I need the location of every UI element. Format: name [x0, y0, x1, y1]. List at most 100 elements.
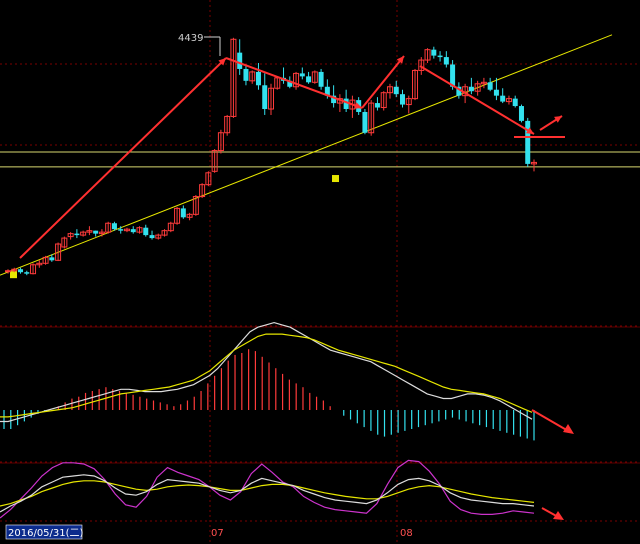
candle-body — [243, 68, 249, 81]
candle-body — [93, 230, 99, 234]
month-label-07: 07 — [211, 528, 224, 539]
candle-body — [5, 270, 11, 273]
candle-body — [186, 213, 193, 218]
candle-body — [293, 72, 300, 88]
candle-body — [86, 230, 93, 233]
candle-body — [36, 262, 43, 266]
candle-body — [49, 257, 55, 261]
candle-body — [24, 272, 30, 274]
candle-body — [211, 150, 218, 172]
candle-body — [237, 52, 243, 69]
trend-anchor-marker — [10, 271, 17, 279]
kdj-arrow-head — [553, 511, 564, 520]
high-annotation: 4439 — [178, 33, 203, 44]
macd-arrow-head — [563, 424, 574, 434]
kdj-j-line — [0, 459, 535, 519]
candle-body — [255, 71, 261, 86]
candle-body — [505, 98, 512, 103]
candle-body — [11, 268, 18, 272]
candle-body — [205, 172, 212, 186]
macd-panel — [0, 321, 574, 441]
candle-body — [224, 115, 231, 134]
candle-body — [80, 231, 87, 236]
candle-body — [155, 234, 162, 239]
candle-body — [180, 208, 186, 218]
kdj-panel — [0, 459, 564, 520]
date-label: 2016/05/31(二) — [8, 528, 84, 539]
macd-dif-line — [0, 321, 533, 423]
arrow-up-2 — [361, 55, 405, 109]
trend-line — [0, 34, 613, 276]
candle-body — [468, 86, 474, 92]
candle-body — [443, 57, 449, 65]
candle-body — [386, 86, 393, 94]
candle-body — [105, 222, 112, 233]
candle-body — [500, 95, 506, 102]
candle-body — [306, 76, 312, 83]
candle-body — [318, 71, 324, 87]
macd-arrow — [531, 409, 571, 433]
candle-body — [400, 94, 405, 105]
candle-body — [118, 229, 124, 231]
arrow-down-2 — [419, 65, 535, 135]
candle-body — [518, 106, 524, 121]
candle-body — [287, 80, 293, 87]
arrow-down-1-head — [354, 102, 362, 109]
arrow-rebound-head — [554, 116, 562, 123]
candle-body — [30, 264, 37, 275]
trend-anchor-marker — [332, 175, 339, 183]
candle-body — [268, 87, 274, 110]
candle-body — [249, 71, 256, 82]
candle-body — [380, 92, 387, 109]
arrow-down-2-head — [526, 127, 534, 134]
candle-body — [167, 222, 174, 232]
date-label-box — [5, 524, 83, 540]
bottom-axis: 2016/05/31(二) 07 08 — [5, 524, 413, 540]
candle-body — [431, 49, 437, 56]
candle-body — [480, 81, 487, 85]
candle-body — [161, 230, 168, 236]
candle-body — [136, 227, 143, 233]
candle-body — [412, 69, 419, 100]
candle-body — [374, 103, 380, 108]
candle-body — [230, 38, 237, 117]
candle-body — [331, 95, 337, 104]
arrow-down-1 — [225, 57, 363, 109]
kdj-d-line — [0, 480, 535, 507]
candle-body — [368, 102, 375, 134]
candle-body — [450, 64, 456, 87]
candle-body — [55, 243, 62, 261]
arrow-up-1-head — [218, 58, 226, 66]
candle-body — [493, 89, 499, 96]
candle-body — [149, 235, 155, 239]
candle-body — [487, 82, 493, 90]
candle-body — [192, 196, 199, 215]
candle-body — [437, 55, 443, 58]
candle-body — [74, 233, 80, 236]
price-panel — [0, 34, 640, 279]
candle-body — [474, 83, 481, 92]
candle-body — [123, 228, 130, 232]
candle-body — [98, 231, 105, 235]
candle-body — [217, 132, 224, 152]
candle-body — [262, 85, 268, 110]
candle-body — [18, 269, 24, 273]
candle-body — [512, 98, 518, 107]
candle-body — [531, 161, 537, 165]
kdj-k-line — [0, 474, 535, 513]
candle-body — [143, 227, 149, 236]
candle-body — [299, 73, 305, 77]
candle-body — [42, 256, 49, 264]
candle-body — [324, 86, 330, 96]
candle-body — [424, 49, 431, 61]
candle-body — [343, 98, 349, 110]
arrow-up-2-head — [396, 56, 404, 64]
candle-body — [525, 120, 531, 164]
candle-body — [456, 86, 462, 96]
month-label-08: 08 — [400, 528, 413, 539]
candle-body — [362, 111, 368, 133]
candle-body — [393, 86, 399, 95]
candle-body — [418, 59, 425, 71]
candle-body — [199, 184, 206, 198]
